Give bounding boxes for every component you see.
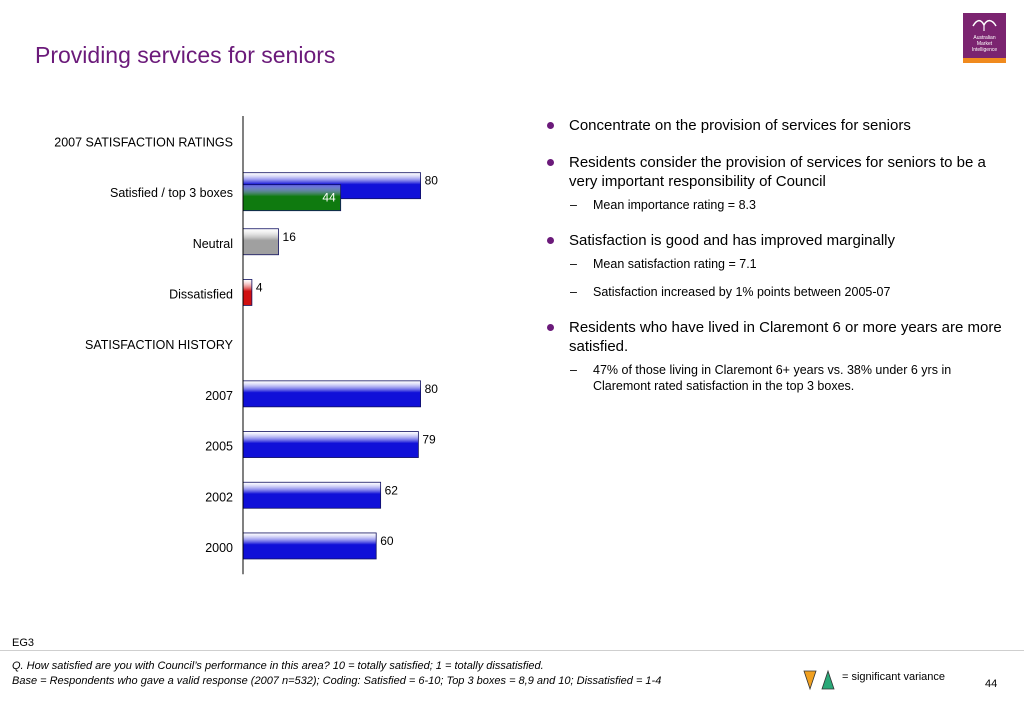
data-label: 60 [380, 534, 394, 548]
sub-bullet-item: – Mean importance rating = 8.3 [570, 198, 756, 212]
bullet-item: Concentrate on the provision of services… [547, 116, 1002, 135]
category-label: 2000 [205, 541, 233, 555]
category-label: Neutral [193, 237, 233, 251]
data-label: 80 [425, 382, 439, 396]
sub-bullet-item: – Satisfaction increased by 1% points bet… [570, 285, 891, 299]
page-number: 44 [985, 678, 998, 690]
company-logo: Australian Market Intelligence [963, 13, 1006, 63]
base-text: Base = Respondents who gave a valid resp… [12, 675, 662, 687]
bar [242, 380, 422, 408]
category-label: 2002 [205, 490, 233, 504]
data-label: 62 [385, 483, 399, 497]
logo-text: Australian Market Intelligence [971, 35, 998, 53]
logo-mark-icon [972, 19, 997, 31]
bar [242, 184, 342, 212]
dash-icon: – [570, 257, 577, 271]
bar [242, 532, 377, 560]
category-label: 2007 [205, 389, 233, 403]
bar [242, 431, 419, 458]
footer-divider [0, 650, 1024, 651]
category-label: 2005 [205, 440, 233, 454]
bullet-dot-icon [547, 159, 554, 166]
data-label: 79 [422, 433, 436, 447]
section-heading: 2007 SATISFACTION RATINGS [54, 135, 233, 149]
data-label: 16 [283, 230, 297, 244]
bullet-dot-icon [547, 324, 554, 331]
bar [242, 279, 253, 306]
bullet-item: Satisfaction is good and has improved ma… [547, 231, 1002, 250]
data-label: 44 [322, 191, 336, 205]
sub-bullet-item: –47% of those living in Claremont 6+ yea… [570, 363, 952, 393]
bullet-list: Concentrate on the provision of services… [547, 116, 1002, 406]
sub-bullet-item: – Mean satisfaction rating = 7.1 [570, 257, 757, 271]
logo-accent-bar [963, 58, 1006, 63]
category-label: Satisfied / top 3 boxes [110, 186, 233, 200]
question-text: Q. How satisfied are you with Council’s … [12, 660, 544, 672]
satisfaction-bar-chart: 2007 SATISFACTION RATINGS Satisfied / top… [54, 116, 439, 575]
data-label: 4 [256, 280, 263, 294]
dash-icon: – [570, 198, 577, 212]
down-triangle-icon [803, 670, 817, 691]
significance-legend [803, 669, 835, 691]
bullet-dot-icon [547, 122, 554, 129]
footnote: Q. How satisfied are you with Council’s … [12, 659, 661, 689]
category-label: Dissatisfied [169, 287, 233, 301]
page-title: Providing services for seniors [35, 42, 336, 68]
bullet-item: Residents who have lived in Claremont 6 … [547, 318, 1002, 356]
bullet-dot-icon [547, 237, 554, 244]
bar [242, 228, 279, 256]
dash-icon: – [570, 363, 577, 377]
legend-text: = significant variance [842, 671, 946, 683]
slide-code: EG3 [12, 637, 35, 649]
bar [242, 481, 382, 509]
up-triangle-icon [821, 669, 835, 690]
section-heading: SATISFACTION HISTORY [85, 338, 234, 352]
data-label: 80 [425, 174, 439, 188]
dash-icon: – [570, 285, 577, 299]
bullet-item: Residents consider the provision of serv… [547, 153, 1002, 191]
